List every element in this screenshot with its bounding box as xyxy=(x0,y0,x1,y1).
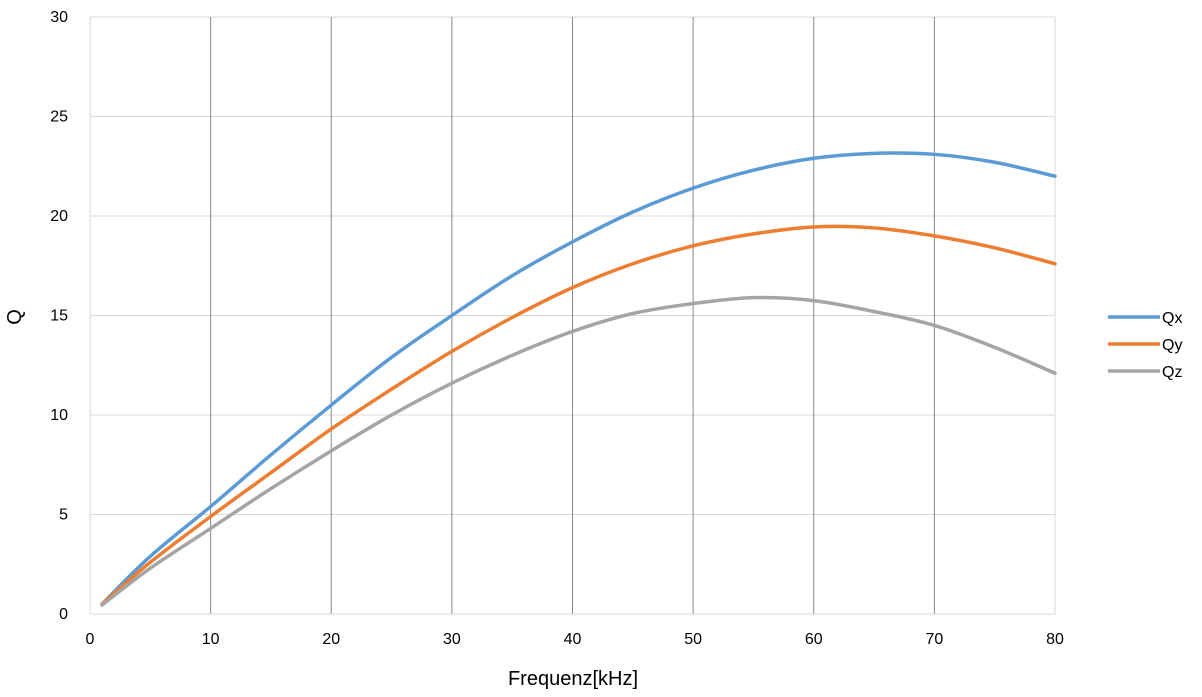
y-tick-label: 10 xyxy=(50,407,68,424)
x-axis-label: Frequenz[kHz] xyxy=(508,668,638,690)
legend-label-qx: Qx xyxy=(1162,310,1182,327)
series-line-qx xyxy=(100,151,1057,606)
x-tick-label: 80 xyxy=(1046,631,1064,648)
x-tick-label: 60 xyxy=(805,631,823,648)
x-tick-label: 70 xyxy=(925,631,943,648)
series-line-qz xyxy=(100,295,1057,607)
legend-label-qy: Qy xyxy=(1162,337,1182,354)
x-tick-label: 10 xyxy=(202,631,220,648)
y-tick-label: 5 xyxy=(59,507,68,524)
x-tick-label: 40 xyxy=(564,631,582,648)
x-tick-label: 50 xyxy=(684,631,702,648)
y-tick-label: 30 xyxy=(50,9,68,26)
tick-labels: 0 5 10 15 20 25 30 0 10 20 30 40 50 60 70 80 xyxy=(50,9,1064,648)
grid-lines xyxy=(89,16,1056,615)
series-line-qy xyxy=(100,224,1057,606)
legend: Qx Qy Qz xyxy=(1108,310,1182,381)
series-lines xyxy=(100,151,1057,607)
legend-label-qz: Qz xyxy=(1162,364,1182,381)
y-tick-label: 20 xyxy=(50,208,68,225)
y-tick-label: 25 xyxy=(50,109,68,126)
x-tick-label: 30 xyxy=(443,631,461,648)
x-tick-label: 20 xyxy=(322,631,340,648)
y-tick-label: 15 xyxy=(50,308,68,325)
y-tick-label: 0 xyxy=(59,606,68,623)
y-axis-label: Q xyxy=(4,309,26,325)
x-tick-label: 0 xyxy=(86,631,95,648)
